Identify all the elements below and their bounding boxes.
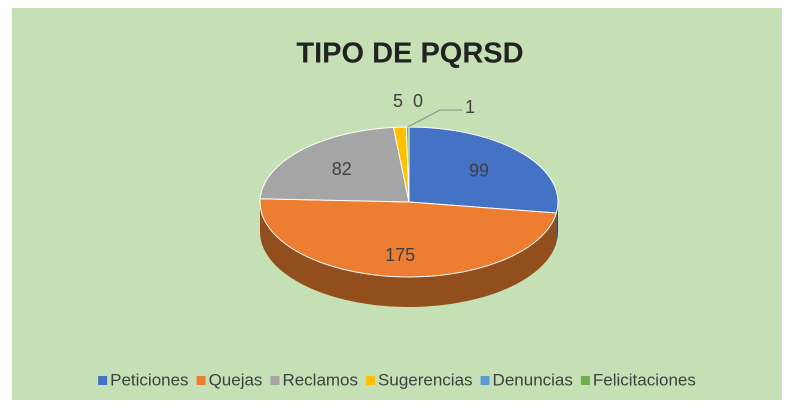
legend-label: Sugerencias <box>378 370 473 389</box>
data-label: 1 <box>465 97 475 117</box>
legend-swatch <box>480 376 490 385</box>
data-label: 0 <box>413 91 423 111</box>
pie-slice <box>259 126 410 203</box>
legend-label: Peticiones <box>110 370 188 389</box>
pie-slice <box>259 198 558 278</box>
legend-label: Quejas <box>209 370 263 389</box>
pie-slice <box>408 126 559 214</box>
data-label: 99 <box>469 160 489 180</box>
chart-title: TIPO DE PQRSD <box>296 38 523 70</box>
data-label: 82 <box>332 159 352 179</box>
legend-swatch <box>270 376 280 385</box>
data-label: 5 <box>393 91 403 111</box>
data-label: 175 <box>385 245 415 265</box>
leader-line <box>407 109 462 128</box>
pie-side <box>260 202 557 307</box>
legend-swatch <box>366 376 376 385</box>
legend: Peticiones Quejas Reclamos Sugerencias Denun… <box>98 370 696 389</box>
legend-swatch <box>580 376 590 385</box>
legend-label: Denuncias <box>493 370 573 389</box>
legend-label: Reclamos <box>282 370 358 389</box>
legend-label: Felicitaciones <box>593 370 696 389</box>
legend-swatch <box>98 376 108 385</box>
legend-swatch <box>196 376 206 385</box>
